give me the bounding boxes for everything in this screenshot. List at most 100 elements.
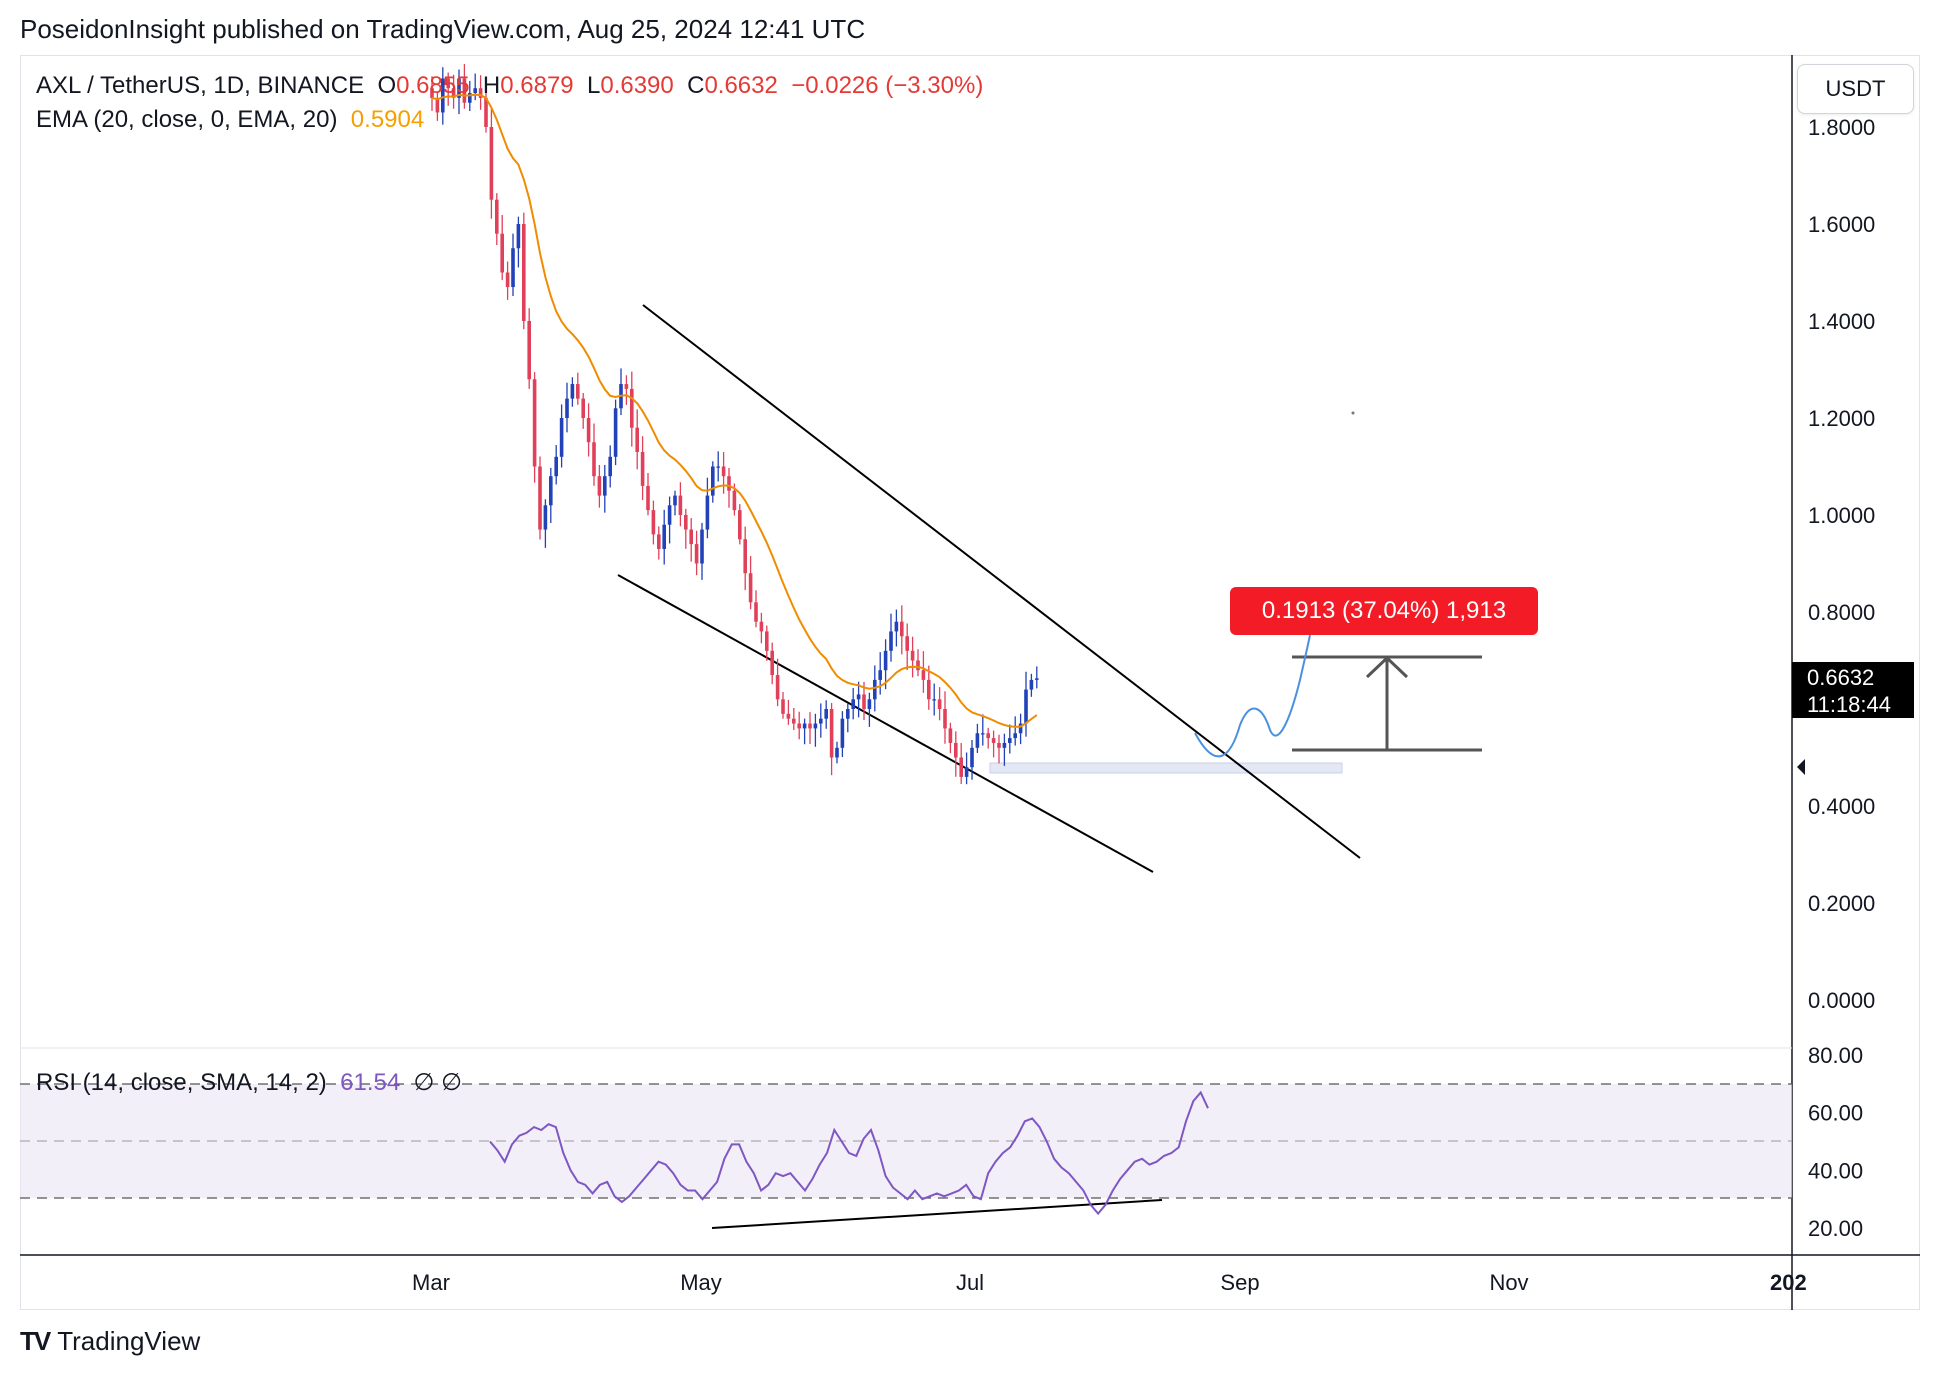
price-tick-label: 0.0000 [1808,988,1875,1013]
candle-down [657,534,661,549]
candle-up [878,670,882,680]
time-tick-label: Nov [1489,1270,1528,1295]
footer-brand[interactable]: TV TradingView [20,1326,200,1357]
candle-down [635,427,639,452]
candle-up [975,733,980,748]
ema-value: 0.5904 [350,106,425,133]
candle-down [646,485,650,511]
candle-up [856,694,861,700]
candle-down [948,728,953,743]
candle-down [770,650,774,676]
candle-down [808,723,812,729]
candle-down [586,418,591,443]
symbol-legend: AXL / TetherUS, 1D, BINANCE O0.6855 H0.6… [36,72,983,100]
candle-down [775,675,780,700]
candle-down [505,272,510,288]
candle-up [964,767,969,777]
candle-up [441,78,445,113]
rsi-tick-label: 40.00 [1808,1158,1863,1183]
candle-up [1002,742,1007,748]
candle-down [451,88,456,98]
candle-down [576,384,580,399]
measure-label[interactable]: 0.1913 (37.04%) 1,913 [1230,587,1538,635]
price-tick-label: 0.2000 [1808,891,1875,916]
channel-upper-line [642,304,1361,859]
candle-down [489,127,494,200]
support-zone [989,762,1343,774]
candle-down [694,544,699,564]
last-price-tag: 0.6632 11:18:44 [1792,662,1914,718]
rsi-divergence-line [711,1199,1163,1229]
channel-lower-line [617,574,1154,873]
candle-down [581,398,585,418]
candle-up [981,733,985,735]
price-tick-label: 1.8000 [1808,115,1875,140]
candle-down [727,476,731,491]
candle-up [570,384,575,399]
candle-down [738,510,742,540]
candle-up [457,78,461,98]
rsi-tick-label: 20.00 [1808,1216,1863,1241]
candle-down [910,650,915,661]
candle-down [640,451,645,486]
change-value: −0.0226 (−3.30%) [791,72,984,99]
candle-down [959,757,963,777]
candle-down [943,709,947,729]
candle-down [937,699,942,709]
candle-up [711,466,715,496]
candle-up [700,529,704,564]
candle-down [689,529,693,545]
candle-up [970,747,974,768]
candle-down [916,660,920,671]
candle-down [759,621,764,632]
candle-up [802,723,807,729]
ema-label: EMA (20, close, 0, EMA, 20) [36,106,338,133]
candle-up [667,505,672,525]
candle-up [873,679,877,700]
low-label: L [586,72,601,99]
candle-up [867,699,872,709]
candle-up [894,621,899,632]
candle-down [592,442,596,477]
tradingview-logo-icon: TV [20,1326,51,1356]
candle-down [927,679,931,700]
rsi-extra: ∅ ∅ [413,1069,463,1096]
candle-up [543,505,548,530]
candle-down [651,510,656,535]
rsi-line [489,1090,1209,1216]
candle-up [889,631,893,651]
time-tick-label: May [680,1270,722,1295]
candle-up [851,699,855,709]
rsi-axis-ticks: 80.00 60.00 40.00 20.00 [1808,1043,1863,1241]
price-tick-label: 1.4000 [1808,309,1875,334]
candle-down [754,602,758,622]
time-tick-label: Mar [412,1270,450,1295]
high-value: 0.6879 [500,72,574,99]
candle-down [495,199,499,234]
candle-up [840,718,845,748]
candle-up [559,418,564,457]
currency-button[interactable]: USDT [1797,64,1914,114]
publish-header: PoseidonInsight published on TradingView… [20,14,866,44]
candle-down [743,539,747,574]
candle-down [484,97,488,127]
bar-countdown: 11:18:44 [1807,692,1892,717]
brand-name: TradingView [57,1326,201,1356]
candle-down [684,515,688,530]
chart-dot [1351,411,1355,415]
open-label: O [377,72,397,99]
open-value: 0.6855 [396,72,470,99]
price-axis-ticks: 1.8000 1.6000 1.4000 1.2000 1.0000 0.8000 0.40… [1808,115,1875,1013]
rsi-legend: RSI (14, close, SMA, 14, 2) 61.54 ∅ ∅ [36,1068,462,1097]
candle-down [721,466,726,477]
candle-down [991,738,996,743]
measure-arrow-icon [1365,655,1409,679]
rsi-value: 61.54 [340,1069,401,1096]
price-tick-label: 1.2000 [1808,406,1875,431]
price-tick-label: 0.8000 [1808,600,1875,625]
candle-up [846,709,850,719]
candle-up [1035,678,1039,680]
chart-frame [20,55,1920,1310]
candle-up [1008,738,1012,743]
